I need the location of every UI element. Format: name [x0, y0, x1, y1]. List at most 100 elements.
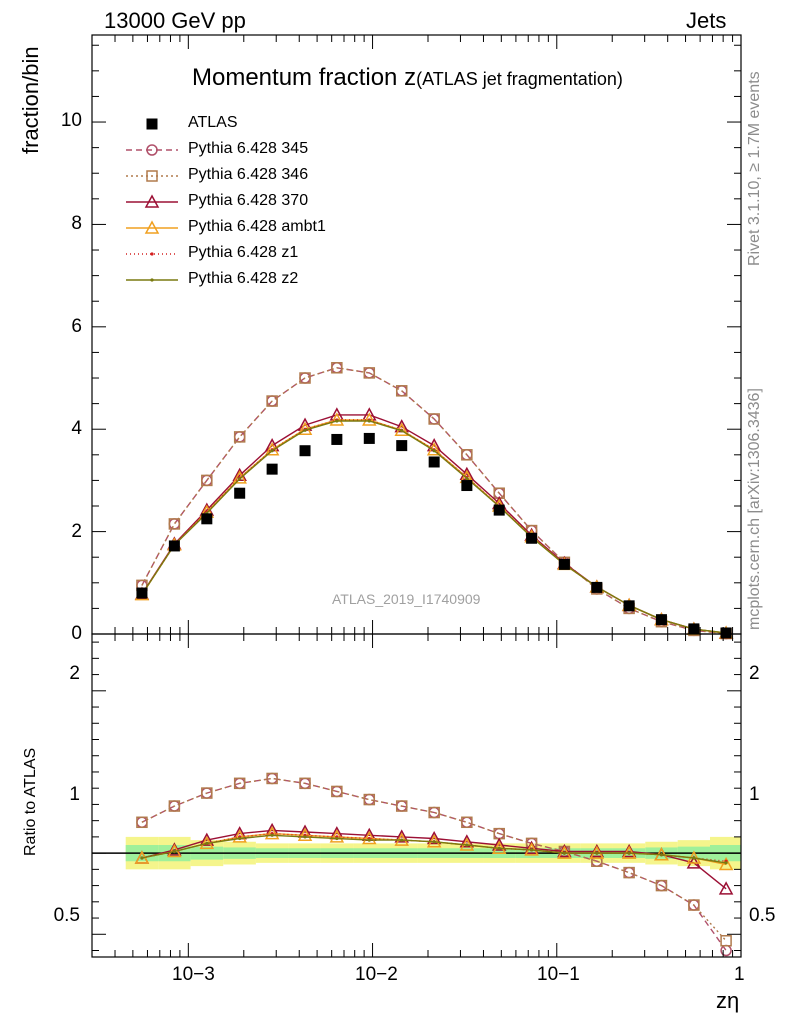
ratio-series-5-point: [724, 861, 728, 865]
main-series-1-point: [233, 431, 246, 443]
legend-swatch-marker-5: [150, 278, 154, 282]
main-series-line-0: [141, 367, 727, 635]
legend-label-370: Pythia 6.428 370: [188, 192, 309, 209]
ratio-series-2-point: [718, 881, 734, 895]
ratio-series-0-point: [623, 866, 635, 879]
main-series-5-point: [400, 429, 404, 433]
y-tick-label-ratio-right-0.5: 0.5: [749, 905, 776, 926]
legend-label-z2: Pythia 6.428 z2: [188, 270, 299, 287]
ratio-series-2-point: [589, 843, 605, 858]
y-tick-label-main-6: 6: [71, 316, 82, 337]
ratio-series-line-1: [141, 777, 727, 942]
ratio-series-2-point: [621, 843, 637, 858]
atlas-data-point: [396, 440, 408, 452]
ratio-series-line-0: [141, 777, 727, 951]
main-series-1-point: [266, 395, 278, 407]
ratio-series-1-point: [266, 772, 278, 785]
main-series-5-point: [335, 419, 339, 423]
ratio-series-5-point: [692, 856, 696, 860]
main-series-1-point: [168, 518, 181, 530]
main-series-3-point: [329, 412, 345, 426]
y-tick-label-ratio-left-0.5: 0.5: [53, 905, 80, 926]
main-series-1-point: [201, 474, 213, 487]
main-plot-frame: [91, 34, 742, 635]
atlas-data-point: [688, 623, 700, 635]
ratio-series-5-point: [562, 851, 567, 855]
ratio-series-0-point: [363, 793, 376, 806]
ratio-series-1-point: [623, 866, 635, 879]
atlas-data-point: [526, 532, 538, 544]
atlas-data-point: [234, 487, 246, 499]
main-series-1-point: [395, 385, 408, 397]
atlas-data-point: [201, 513, 213, 525]
main-series-5-point: [432, 449, 436, 453]
main-series-1-point: [363, 367, 376, 379]
main-series-5-point: [367, 419, 371, 423]
y-tick-label-ratio-left-2: 2: [69, 663, 80, 684]
atlas-data-point: [558, 558, 570, 570]
x-tick-label-1e-3: 10−3: [172, 964, 215, 985]
ratio-series-5-point: [367, 838, 371, 842]
ratio-series-1-point: [363, 793, 376, 806]
legend-swatch-marker-4: [150, 252, 154, 256]
legend-label-z1: Pythia 6.428 z1: [188, 244, 299, 261]
ratio-series-2-point: [524, 840, 539, 855]
ratio-series-1-point: [299, 777, 311, 790]
main-series-line-5: [141, 420, 727, 634]
atlas-data-point: [493, 504, 505, 516]
y-tick-label-ratio-left-1: 1: [69, 784, 80, 805]
plot-title-sub: (ATLAS jet fragmentation): [416, 69, 623, 89]
main-series-0-point: [233, 431, 246, 443]
ratio-series-5-point: [140, 856, 144, 860]
ratio-series-1-point: [655, 879, 668, 892]
atlas-data-point: [720, 627, 732, 639]
atlas-data-point: [363, 432, 375, 444]
legend-label-data: ATLAS: [188, 114, 238, 131]
ratio-series-2-point: [557, 843, 572, 858]
legend-swatch-marker-3: [144, 220, 160, 234]
y-tick-label-main-10: 10: [60, 110, 82, 131]
ratio-series-3-point: [718, 856, 734, 871]
ratio-series-2-point: [199, 832, 215, 846]
x-tick-label-1: 1: [734, 964, 745, 985]
legend-label-ambt1: Pythia 6.428 ambt1: [188, 218, 326, 235]
legend-swatch-marker-2: [144, 194, 160, 208]
atlas-data-point: [623, 600, 635, 612]
ratio-series-5-point: [335, 836, 339, 841]
ratio-series-line-2: [141, 829, 727, 890]
atlas-data-point: [428, 456, 440, 468]
ratio-series-5-point: [595, 851, 599, 855]
legend: ATLAS Pythia 6.428 345 Pythia 6.428 346 …: [120, 112, 380, 292]
main-series-3-point: [232, 470, 247, 484]
ratio-series-5-point: [529, 848, 534, 852]
ratio-series-5-point: [627, 851, 631, 855]
atlas-data-point: [266, 463, 278, 475]
ratio-series-5-point: [238, 836, 242, 841]
main-series-5-point: [238, 477, 242, 481]
x-tick-label-1e-1: 10−1: [537, 964, 580, 985]
ratio-series-2-point: [394, 829, 409, 843]
main-series-5-point: [303, 428, 307, 432]
main-series-line-2: [141, 414, 727, 634]
main-series-1-point: [428, 413, 440, 425]
ratio-series-2-point: [491, 837, 507, 851]
main-series-1-point: [299, 372, 311, 384]
y-tick-label-ratio-right-2: 2: [749, 663, 760, 684]
ratio-series-2-point: [459, 834, 475, 848]
ratio-series-1-point: [136, 816, 148, 829]
ratio-series-1-point: [428, 806, 440, 819]
ratio-series-1-point: [201, 787, 213, 799]
ratio-series-3-point: [232, 829, 247, 843]
ratio-series-5-point: [432, 840, 436, 844]
x-axis-label: zη: [716, 988, 740, 1013]
main-series-0-point: [168, 518, 181, 530]
plot-title: Momentum fraction z(ATLAS jet fragmentat…: [192, 64, 623, 92]
ratio-series-2-point: [426, 830, 442, 845]
ratio-series-1-point: [168, 800, 181, 812]
legend-label-345: Pythia 6.428 345: [188, 140, 309, 157]
atlas-data-point: [136, 587, 148, 599]
ratio-series-1-point: [688, 899, 700, 911]
ratio-plot-frame: [91, 633, 742, 958]
energy-label: 13000 GeV pp: [104, 8, 246, 33]
ratio-series-1-point: [720, 935, 732, 947]
